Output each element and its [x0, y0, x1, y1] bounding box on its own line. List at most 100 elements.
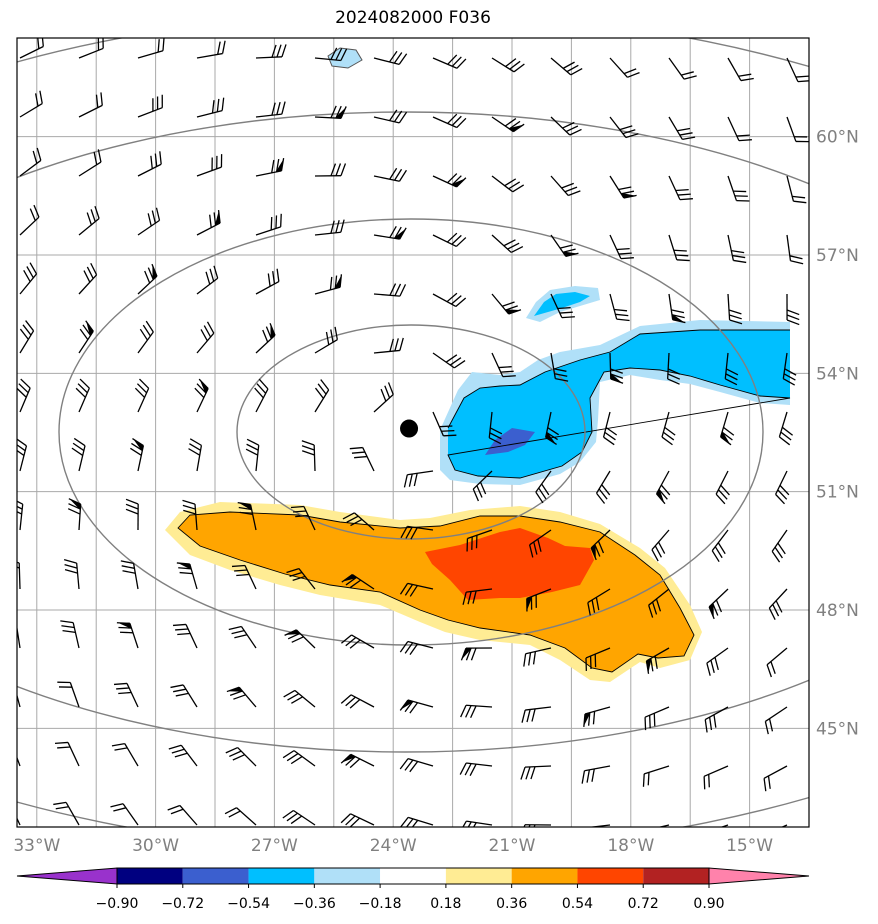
wind-barb [373, 167, 407, 182]
wind-barb [373, 337, 404, 354]
wind-barb [609, 175, 637, 199]
colorbar-segment [643, 868, 709, 884]
wind-barb [655, 470, 671, 505]
wind-barb [720, 824, 729, 827]
lon-tick-label: 27°W [251, 836, 298, 856]
wind-barb [19, 204, 40, 236]
wind-barb [460, 647, 493, 661]
wind-barb [432, 173, 467, 188]
wind-barb [550, 293, 575, 319]
wind-barb [137, 151, 162, 177]
wind-barb [19, 38, 44, 59]
wind-barb [19, 262, 38, 295]
wind-barb [727, 57, 754, 82]
wind-barb [196, 265, 219, 295]
wind-barb [432, 232, 467, 248]
wind-barb [521, 706, 552, 723]
wind-barb [399, 582, 434, 597]
wind-barb [595, 470, 611, 504]
wind-barb [196, 40, 226, 59]
wind-barb [550, 352, 569, 382]
wind-barb [182, 499, 198, 531]
colorbar-tick-label: 0.36 [496, 896, 527, 912]
lon-tick-label: 24°W [370, 836, 417, 856]
wind-barb [282, 750, 316, 767]
wind-barb [340, 753, 375, 769]
wind-barb [432, 113, 467, 129]
wind-barb [491, 352, 516, 378]
wind-barb [19, 320, 35, 354]
wind-barb [137, 207, 161, 236]
colorbar-tick-label: −0.90 [96, 896, 139, 912]
wind-barb [176, 562, 198, 590]
colorbar-tick-label: −0.72 [161, 896, 204, 912]
wind-barb [768, 588, 788, 621]
wind-barb [301, 440, 316, 472]
wind-barb [668, 175, 693, 201]
wind-barb [668, 116, 696, 140]
wind-barb [172, 623, 198, 649]
colorbar-segment [248, 868, 315, 884]
wind-barb [545, 411, 560, 446]
wind-barb [282, 809, 316, 826]
wind-barb [255, 101, 286, 118]
wind-barb [764, 706, 788, 735]
wind-barb [373, 109, 408, 124]
wind-barb [137, 263, 158, 295]
wind-barb [786, 234, 804, 265]
colorbar: −0.90 −0.72 −0.54 −0.36 −0.18 0.18 0.36 0.54 0.7… [16, 867, 810, 912]
wind-barb [245, 438, 260, 472]
wind-barb [715, 470, 730, 505]
colorbar-tick-label: 0.72 [628, 896, 659, 912]
wind-barb [668, 234, 690, 262]
wind-barb [724, 352, 739, 386]
wind-barb [667, 352, 681, 385]
wind-barb [196, 97, 225, 118]
wind-barb [225, 746, 257, 767]
anomaly-outline-contours [177, 329, 791, 673]
wind-barb [460, 704, 493, 719]
wind-barb [111, 742, 139, 767]
wind-barb [228, 625, 257, 649]
wind-barb [170, 684, 198, 708]
wind-barb [78, 320, 94, 354]
wind-barb [583, 706, 611, 728]
wind-barb [432, 292, 467, 308]
wind-barb [550, 116, 582, 136]
wind-barb [642, 765, 670, 787]
longitude-tick-labels: 33°W 30°W 27°W 24°W 21°W 18°W 15°W [13, 836, 773, 856]
anomaly-patch-top [327, 47, 363, 69]
wind-barb [17, 624, 21, 649]
wind-barb [763, 765, 788, 792]
wind-barb [609, 57, 640, 78]
wind-barb [786, 175, 807, 204]
wind-barb [491, 293, 522, 315]
wind-barb [706, 647, 729, 676]
anomaly-fill-minus-0.54 [485, 428, 535, 455]
colorbar-tick-label: 0.18 [430, 896, 461, 912]
wind-barb [63, 558, 80, 590]
wind-barb [399, 699, 434, 714]
wind-barb [403, 470, 434, 488]
wind-barb [196, 154, 223, 177]
lat-tick-label: 48°N [816, 601, 859, 621]
wind-barb [78, 205, 100, 236]
wind-barb [550, 175, 581, 197]
wind-barb [110, 803, 139, 826]
wind-barb [60, 620, 80, 649]
wind-barb [373, 283, 407, 297]
wind-barb [727, 116, 752, 142]
wind-barb [17, 817, 21, 826]
map-title: 2024082000 F036 [335, 8, 491, 28]
colorbar-segment [314, 868, 381, 884]
wind-barb [255, 157, 285, 177]
wind-barb [373, 50, 408, 66]
lon-tick-label: 21°W [489, 836, 536, 856]
wind-barb [196, 210, 221, 236]
wind-barb [168, 744, 198, 767]
wind-barb [491, 234, 524, 254]
wind-barb [342, 512, 375, 531]
colorbar-segment [380, 868, 446, 884]
wind-barb [314, 274, 343, 295]
